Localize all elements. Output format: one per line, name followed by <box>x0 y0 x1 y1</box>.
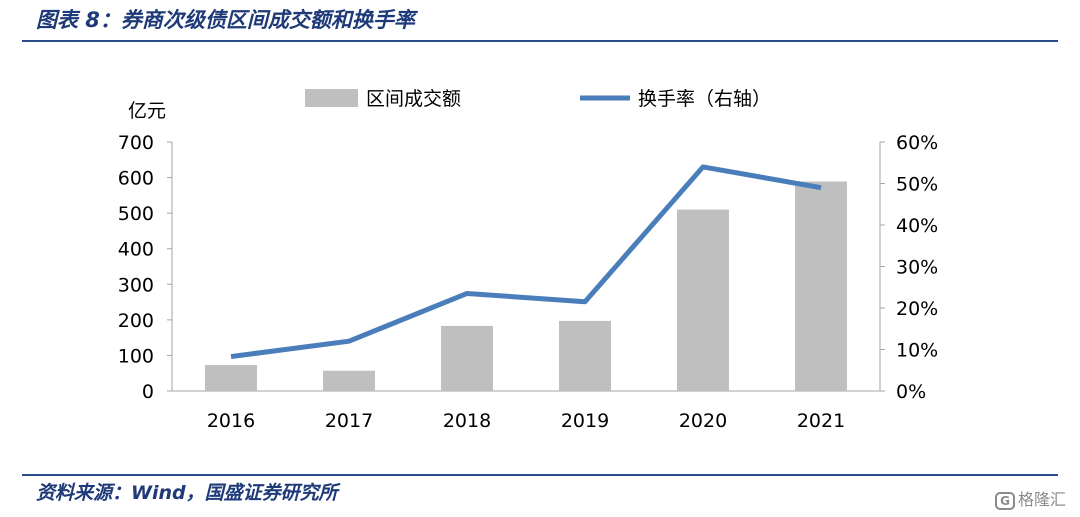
footer-divider <box>22 474 1058 476</box>
legend-bar-swatch <box>305 89 358 107</box>
x-tick-label: 2020 <box>679 410 727 432</box>
bar-2020 <box>677 209 729 391</box>
bar-2019 <box>559 320 611 391</box>
x-tick-label: 2016 <box>207 410 255 432</box>
combo-chart: 0 100 200 300 400 500 600 700 0% 10% 20% 30% 40% 50% 6… <box>118 88 939 432</box>
title-divider <box>22 40 1058 42</box>
watermark-logo: G 格隆汇 <box>995 486 1066 510</box>
y-left-tick-label: 600 <box>118 168 154 190</box>
y-left-tick-label: 400 <box>118 239 154 261</box>
bar-2017 <box>323 370 375 391</box>
y-left-unit-label: 亿元 <box>128 100 166 122</box>
y-right-tick-label: 10% <box>896 340 938 362</box>
y-right-tick-label: 40% <box>896 215 938 237</box>
x-tick-label: 2021 <box>797 410 845 432</box>
x-tick-label: 2017 <box>325 410 373 432</box>
turnover-rate-line <box>230 164 822 360</box>
bar-2021 <box>795 181 847 391</box>
figure-title: 图表 8：券商次级债区间成交额和换手率 <box>36 8 415 32</box>
bar-2018 <box>441 325 493 391</box>
watermark-icon: G <box>995 492 1015 510</box>
y-right-tick-label: 50% <box>896 174 938 196</box>
x-tick-label: 2019 <box>561 410 609 432</box>
watermark-text: 格隆汇 <box>1017 490 1066 509</box>
y-left-tick-label: 200 <box>118 310 154 332</box>
y-left-tick-label: 100 <box>118 345 154 367</box>
y-left-tick-label: 700 <box>118 132 154 154</box>
y-left-tick-label: 0 <box>142 381 154 403</box>
bar-2016 <box>205 365 257 391</box>
source-note: 资料来源：Wind，国盛证券研究所 <box>36 482 338 504</box>
y-right-tick-label: 0% <box>896 381 926 403</box>
y-right-tick-label: 60% <box>896 132 938 154</box>
x-tick-label: 2018 <box>443 410 491 432</box>
legend-bar-label: 区间成交额 <box>366 88 461 110</box>
y-right-tick-label: 30% <box>896 257 938 279</box>
legend-line-label: 换手率（右轴） <box>638 88 771 110</box>
y-left-tick-label: 500 <box>118 203 154 225</box>
y-right-tick-label: 20% <box>896 298 938 320</box>
y-left-tick-label: 300 <box>118 274 154 296</box>
